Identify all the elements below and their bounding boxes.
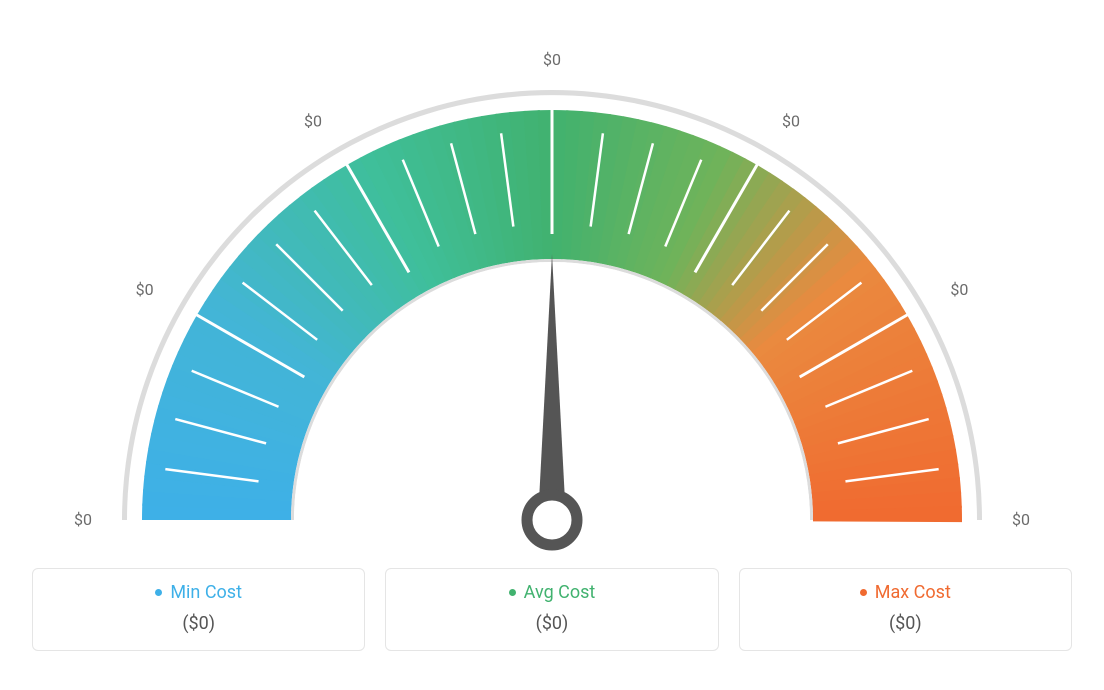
legend-dot-icon	[509, 589, 516, 596]
gauge-tick-label: $0	[304, 112, 322, 131]
legend-label-text: Min Cost	[170, 582, 242, 603]
legend-card-min: Min Cost ($0)	[32, 568, 365, 651]
cost-gauge-widget: $0$0$0$0$0$0$0 Min Cost($0)Avg Cost($0)M…	[0, 0, 1104, 690]
legend-value: ($0)	[400, 613, 703, 634]
gauge-tick-label: $0	[74, 510, 92, 529]
legend-label: Avg Cost	[509, 582, 596, 603]
legend-label-text: Avg Cost	[524, 582, 596, 603]
legend-card-max: Max Cost ($0)	[739, 568, 1072, 651]
legend-dot-icon	[860, 589, 867, 596]
legend-card-avg: Avg Cost ($0)	[385, 568, 718, 651]
legend-label-text: Max Cost	[875, 582, 951, 603]
gauge-svg: $0 $0 $0 $0 $0 $0 $0	[0, 0, 1104, 560]
legend-dot-icon	[155, 589, 162, 596]
legend-value: ($0)	[47, 613, 350, 634]
gauge-tick-label: $0	[782, 112, 800, 131]
legend-label: Max Cost	[860, 582, 951, 603]
gauge-tick-label: $0	[136, 280, 154, 299]
gauge-tick-label: $0	[1012, 510, 1030, 529]
legend-row: Min Cost ($0) Avg Cost ($0) Max Cost ($0)	[0, 568, 1104, 651]
gauge-tick-label: $0	[543, 50, 561, 69]
gauge-tick-label: $0	[950, 280, 968, 299]
legend-label: Min Cost	[155, 582, 242, 603]
gauge-chart: $0 $0 $0 $0 $0 $0 $0	[0, 0, 1104, 560]
legend-value: ($0)	[754, 613, 1057, 634]
